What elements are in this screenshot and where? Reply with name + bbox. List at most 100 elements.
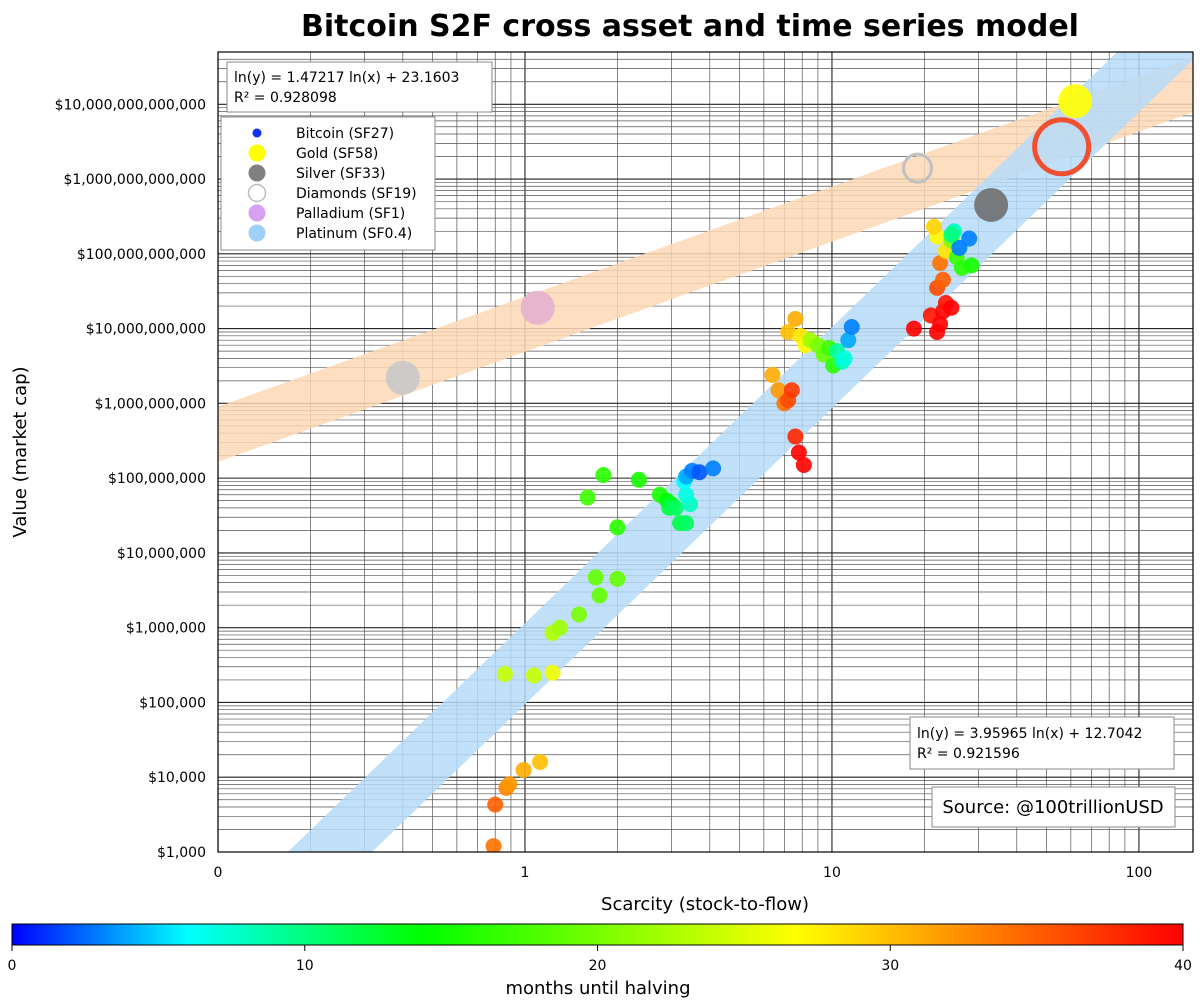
bitcoin-data-point xyxy=(705,460,722,477)
x-tick-labels: 0 1 10 100 xyxy=(214,865,1153,881)
bitcoin-data-point xyxy=(609,570,626,587)
bitcoin-data-point xyxy=(961,230,978,247)
y-tick-label: $100,000 xyxy=(139,695,206,711)
bitcoin-data-point xyxy=(526,667,543,684)
legend-label: Silver (SF33) xyxy=(296,166,385,182)
x-tick-label: 100 xyxy=(1126,865,1153,881)
colorbar: 0 10 20 30 40 months until halving xyxy=(8,923,1192,999)
asset-markers xyxy=(385,84,1093,395)
bitcoin-data-point xyxy=(770,382,787,399)
bitcoin-data-point xyxy=(943,226,960,243)
colorbar-tick-label: 10 xyxy=(296,958,314,974)
time-series-equation-box: ln(y) = 3.95965 ln(x) + 12.7042 R² = 0.9… xyxy=(909,716,1175,770)
legend-label: Bitcoin (SF27) xyxy=(296,126,394,142)
time-series-fit-band xyxy=(287,52,1193,852)
bitcoin-data-point xyxy=(678,515,695,532)
y-axis-label: Value (market cap) xyxy=(10,366,31,537)
legend-marker xyxy=(252,128,262,138)
bitcoin-data-point xyxy=(485,838,502,852)
bitcoin-data-point xyxy=(790,444,807,461)
bitcoin-data-point xyxy=(780,324,797,341)
y-tick-labels: $1,000 $10,000 $100,000 $1,000,000 $10,000,0… xyxy=(55,97,206,861)
bitcoin-data-point xyxy=(932,316,949,333)
legend: Bitcoin (SF27) Gold (SF58) Silver (SF33) Di… xyxy=(220,116,436,251)
y-tick-label: $1,000,000,000 xyxy=(95,396,206,412)
cross-asset-fit-band xyxy=(218,57,1193,462)
bitcoin-data-point xyxy=(932,255,949,272)
colorbar-tick-label: 40 xyxy=(1174,958,1192,974)
legend-label: Platinum (SF0.4) xyxy=(296,226,412,242)
bitcoin-data-point xyxy=(795,456,812,473)
cross-asset-equation-box: ln(y) = 1.47217 ln(x) + 23.1603 R² = 0.9… xyxy=(226,61,493,113)
bitcoin-data-point xyxy=(935,271,952,288)
bitcoin-data-point xyxy=(496,666,513,683)
platinum-marker xyxy=(385,360,420,395)
y-tick-label: $10,000,000 xyxy=(117,546,206,562)
bitcoin-data-point xyxy=(532,753,549,770)
legend-label: Palladium (SF1) xyxy=(296,206,405,222)
cross-asset-equation: ln(y) = 1.47217 ln(x) + 23.1603 xyxy=(234,70,459,86)
bitcoin-series xyxy=(485,218,980,852)
bitcoin-data-point xyxy=(544,664,561,681)
bitcoin-data-point xyxy=(587,569,604,586)
bitcoin-data-point xyxy=(579,489,596,506)
cross-asset-r2: R² = 0.928098 xyxy=(234,90,337,106)
bitcoin-data-point xyxy=(787,310,804,327)
y-tick-label: $10,000,000,000,000 xyxy=(55,97,206,113)
y-tick-label: $100,000,000,000 xyxy=(77,247,206,263)
source-box: Source: @100trillionUSD xyxy=(931,786,1176,828)
plot-frame xyxy=(217,51,1194,853)
fit-bands xyxy=(218,52,1193,852)
legend-marker xyxy=(248,224,266,242)
x-axis-label: Scarcity (stock-to-flow) xyxy=(601,894,809,915)
bitcoin-data-point xyxy=(943,299,960,316)
bitcoin-data-point xyxy=(571,606,588,623)
bitcoin-data-point xyxy=(678,486,695,503)
source-label: Source: @100trillionUSD xyxy=(942,797,1163,818)
legend-label: Gold (SF58) xyxy=(296,146,378,162)
palladium-marker xyxy=(520,290,555,325)
chart-title: Bitcoin S2F cross asset and time series … xyxy=(301,9,1079,44)
bitcoin-data-point xyxy=(515,761,532,778)
legend-marker xyxy=(247,183,267,203)
bitcoin-data-point xyxy=(551,619,568,636)
bitcoin-data-point xyxy=(843,319,860,336)
bitcoin-data-point xyxy=(609,519,626,536)
gold-marker xyxy=(1058,84,1093,119)
legend-marker xyxy=(248,204,266,222)
y-tick-label: $1,000,000 xyxy=(126,621,206,637)
x-tick-label: 0 xyxy=(214,865,223,881)
bitcoin-data-point xyxy=(667,499,684,516)
bitcoin-data-point xyxy=(926,218,943,235)
y-tick-label: $100,000,000 xyxy=(108,471,206,487)
time-series-r2: R² = 0.921596 xyxy=(917,746,1020,762)
colorbar-tick-label: 20 xyxy=(589,958,607,974)
y-tick-label: $10,000,000,000 xyxy=(86,322,206,338)
x-tick-label: 10 xyxy=(823,865,841,881)
bitcoin-data-point xyxy=(905,320,922,337)
bitcoin-data-point xyxy=(487,796,504,813)
colorbar-tick-label: 30 xyxy=(881,958,899,974)
bitcoin-data-point xyxy=(501,776,518,793)
bitcoin-marker xyxy=(1032,117,1092,177)
bitcoin-data-point xyxy=(963,257,980,274)
bitcoin-data-point xyxy=(764,366,781,383)
colorbar-label: months until halving xyxy=(505,978,690,999)
bitcoin-data-point xyxy=(630,471,647,488)
colorbar-gradient xyxy=(11,923,1184,946)
silver-marker xyxy=(974,187,1009,222)
y-tick-label: $1,000,000,000,000 xyxy=(63,172,206,188)
colorbar-tick-label: 0 xyxy=(8,958,17,974)
bitcoin-data-point xyxy=(591,587,608,604)
time-series-equation: ln(y) = 3.95965 ln(x) + 12.7042 xyxy=(917,726,1142,742)
bitcoin-data-point xyxy=(595,467,612,484)
legend-marker xyxy=(248,164,266,182)
legend-marker xyxy=(248,144,266,162)
bitcoin-data-point xyxy=(836,350,853,367)
bitcoin-data-point xyxy=(783,382,800,399)
x-tick-label: 1 xyxy=(521,865,530,881)
bitcoin-data-point xyxy=(787,428,804,445)
bitcoin-data-point xyxy=(840,332,857,349)
diamonds-marker xyxy=(902,152,934,184)
